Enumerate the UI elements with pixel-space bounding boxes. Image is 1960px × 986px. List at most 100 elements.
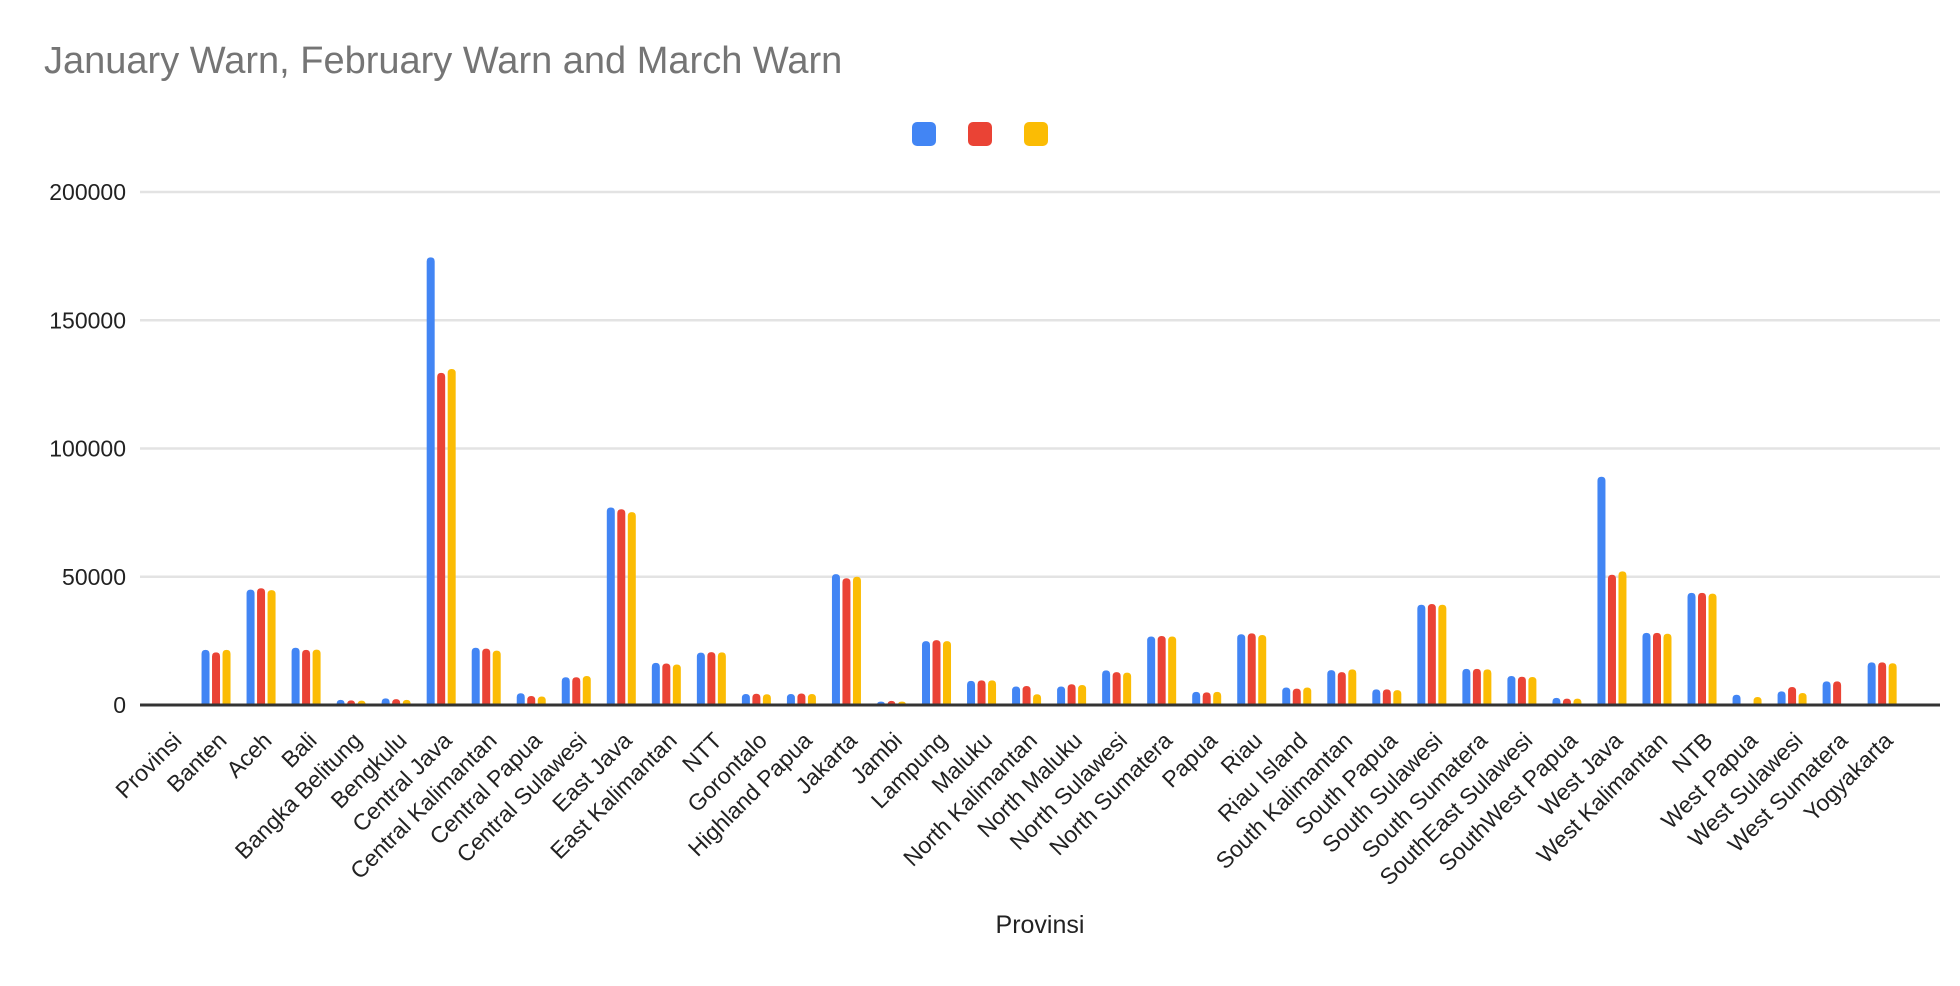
legend-swatch-february-warn[interactable] — [968, 122, 992, 146]
bar-march-warn[interactable] — [1303, 687, 1312, 705]
bar-march-warn[interactable] — [312, 649, 321, 705]
bar-march-warn[interactable] — [1888, 663, 1897, 705]
bar-march-warn[interactable] — [852, 576, 861, 705]
bar-march-warn[interactable] — [1213, 691, 1222, 705]
bar-february-warn[interactable] — [1878, 662, 1887, 705]
bar-january-warn[interactable] — [246, 589, 255, 705]
bar-january-warn[interactable] — [1507, 676, 1516, 705]
bar-february-warn[interactable] — [977, 680, 986, 705]
bar-february-warn[interactable] — [257, 588, 266, 705]
bar-march-warn[interactable] — [222, 649, 231, 705]
bar-march-warn[interactable] — [447, 368, 456, 705]
bar-february-warn[interactable] — [752, 693, 761, 705]
bar-february-warn[interactable] — [842, 578, 851, 705]
bar-march-warn[interactable] — [1438, 604, 1447, 705]
bar-march-warn[interactable] — [1618, 571, 1627, 705]
bar-february-warn[interactable] — [797, 693, 806, 705]
bar-february-warn[interactable] — [212, 652, 221, 705]
bar-january-warn[interactable] — [1462, 668, 1471, 705]
bar-march-warn[interactable] — [1708, 593, 1717, 705]
legend-swatch-march-warn[interactable] — [1024, 122, 1048, 146]
bar-february-warn[interactable] — [1382, 689, 1391, 705]
bar-march-warn[interactable] — [717, 652, 726, 705]
bar-february-warn[interactable] — [1472, 668, 1481, 705]
bar-march-warn[interactable] — [492, 650, 501, 705]
bar-february-warn[interactable] — [1112, 672, 1121, 705]
bar-february-warn[interactable] — [572, 677, 581, 705]
bar-march-warn[interactable] — [1573, 698, 1582, 705]
bar-february-warn[interactable] — [302, 649, 311, 705]
bar-march-warn[interactable] — [672, 664, 681, 705]
bar-march-warn[interactable] — [1753, 697, 1762, 705]
bar-march-warn[interactable] — [267, 590, 276, 705]
bar-march-warn[interactable] — [1123, 672, 1132, 705]
bar-february-warn[interactable] — [1427, 603, 1436, 705]
bar-january-warn[interactable] — [1327, 670, 1336, 705]
bar-january-warn[interactable] — [651, 662, 660, 705]
bar-march-warn[interactable] — [1528, 677, 1537, 705]
bar-february-warn[interactable] — [1247, 633, 1256, 705]
bar-january-warn[interactable] — [1867, 662, 1876, 705]
bar-march-warn[interactable] — [1393, 690, 1402, 705]
bar-january-warn[interactable] — [201, 649, 210, 705]
bar-march-warn[interactable] — [1348, 669, 1357, 705]
bar-january-warn[interactable] — [1372, 689, 1381, 705]
bar-january-warn[interactable] — [1192, 691, 1201, 705]
bar-february-warn[interactable] — [1833, 681, 1842, 705]
bar-january-warn[interactable] — [1687, 592, 1696, 705]
bar-february-warn[interactable] — [932, 640, 941, 705]
bar-january-warn[interactable] — [696, 652, 705, 705]
bar-march-warn[interactable] — [1798, 692, 1807, 705]
bar-january-warn[interactable] — [426, 257, 435, 705]
bar-january-warn[interactable] — [1147, 636, 1156, 705]
legend-swatch-january-warn[interactable] — [912, 122, 936, 146]
bar-january-warn[interactable] — [291, 647, 300, 705]
bar-february-warn[interactable] — [1607, 574, 1616, 705]
bar-january-warn[interactable] — [1732, 694, 1741, 705]
bar-january-warn[interactable] — [741, 693, 750, 705]
bar-january-warn[interactable] — [561, 677, 570, 705]
bar-march-warn[interactable] — [1033, 694, 1042, 705]
bar-february-warn[interactable] — [437, 372, 446, 705]
bar-february-warn[interactable] — [1562, 698, 1571, 705]
bar-february-warn[interactable] — [1517, 676, 1526, 705]
bar-february-warn[interactable] — [662, 663, 671, 705]
bar-march-warn[interactable] — [582, 676, 591, 705]
bar-january-warn[interactable] — [1777, 691, 1786, 705]
bar-february-warn[interactable] — [1067, 684, 1076, 705]
bar-february-warn[interactable] — [617, 509, 626, 705]
bar-january-warn[interactable] — [831, 574, 840, 705]
bar-february-warn[interactable] — [1788, 687, 1797, 705]
bar-march-warn[interactable] — [627, 512, 636, 705]
bar-february-warn[interactable] — [1157, 636, 1166, 705]
bar-january-warn[interactable] — [516, 693, 525, 705]
bar-january-warn[interactable] — [381, 698, 390, 705]
bar-january-warn[interactable] — [1012, 686, 1021, 705]
bar-february-warn[interactable] — [707, 652, 716, 705]
bar-january-warn[interactable] — [967, 680, 976, 705]
bar-january-warn[interactable] — [922, 641, 931, 705]
bar-march-warn[interactable] — [807, 693, 816, 705]
bar-february-warn[interactable] — [1292, 688, 1301, 705]
bar-february-warn[interactable] — [1337, 672, 1346, 705]
bar-february-warn[interactable] — [1202, 692, 1211, 705]
bar-march-warn[interactable] — [1078, 684, 1087, 705]
bar-january-warn[interactable] — [1057, 686, 1066, 705]
bar-january-warn[interactable] — [1822, 681, 1831, 705]
bar-january-warn[interactable] — [1597, 476, 1606, 705]
bar-january-warn[interactable] — [1282, 687, 1291, 705]
bar-february-warn[interactable] — [1022, 686, 1031, 705]
bar-january-warn[interactable] — [1417, 604, 1426, 705]
bar-march-warn[interactable] — [1663, 633, 1672, 705]
bar-january-warn[interactable] — [1237, 634, 1246, 705]
bar-january-warn[interactable] — [786, 693, 795, 705]
bar-january-warn[interactable] — [1642, 632, 1651, 705]
bar-march-warn[interactable] — [1483, 669, 1492, 705]
bar-february-warn[interactable] — [1698, 592, 1707, 705]
bar-march-warn[interactable] — [1168, 636, 1177, 705]
bar-january-warn[interactable] — [1552, 697, 1561, 705]
bar-january-warn[interactable] — [471, 647, 480, 705]
bar-february-warn[interactable] — [1652, 632, 1661, 705]
bar-february-warn[interactable] — [527, 696, 536, 705]
bar-january-warn[interactable] — [606, 507, 615, 705]
